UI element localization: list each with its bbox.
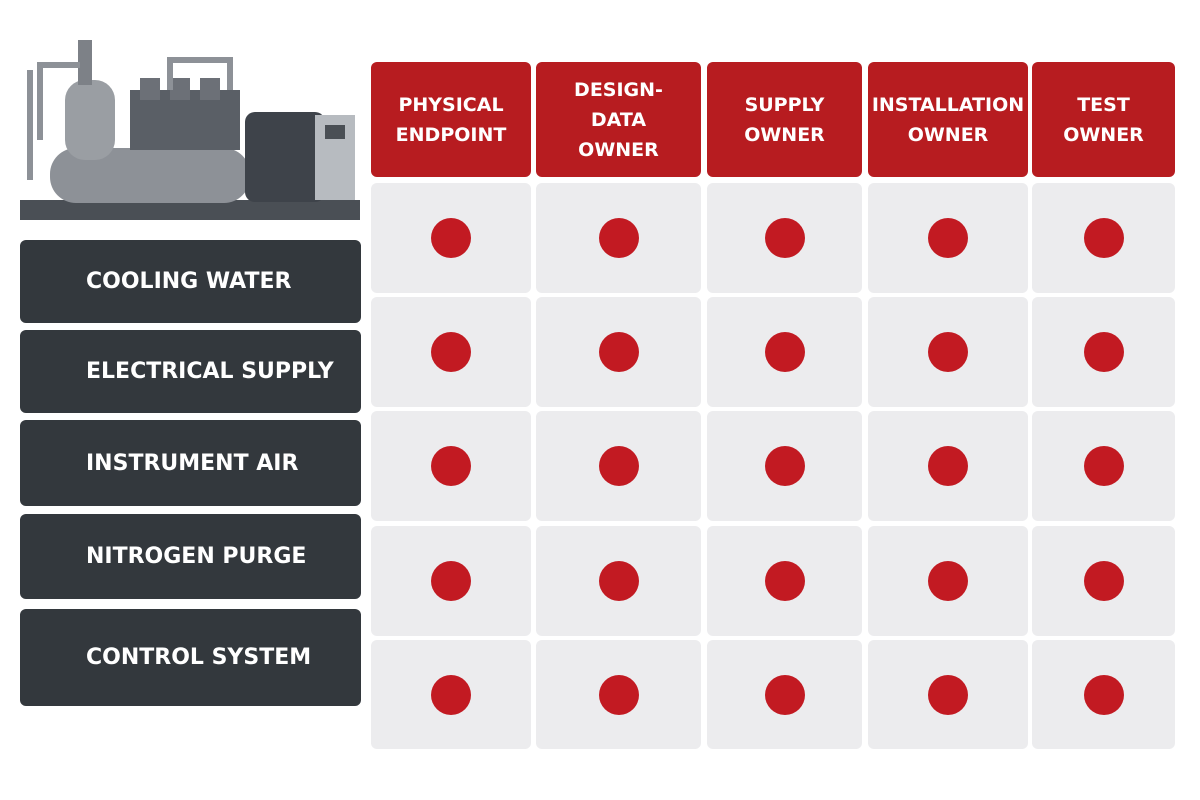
- assignment-dot: [431, 561, 471, 601]
- column-header-text: DESIGN-DATA OWNER: [574, 78, 663, 161]
- assignment-dot: [598, 561, 639, 601]
- matrix-cell: [371, 526, 531, 636]
- row-label: CONTROL SYSTEM: [20, 609, 361, 706]
- matrix-cell: [536, 183, 701, 293]
- column-header: SUPPLY OWNER: [707, 62, 862, 177]
- matrix-cell: [371, 640, 531, 749]
- matrix-cell: [707, 526, 862, 636]
- assignment-dot: [764, 218, 805, 258]
- matrix-cell: [536, 640, 701, 749]
- assignment-dot: [1083, 446, 1124, 486]
- column-header: INSTALLATION OWNER: [868, 62, 1028, 177]
- matrix-cell: [536, 526, 701, 636]
- matrix-cell: [707, 411, 862, 521]
- assignment-dot: [431, 218, 471, 258]
- matrix-cell: [868, 297, 1028, 407]
- row-label: ELECTRICAL SUPPLY: [20, 330, 361, 413]
- assignment-dot: [598, 446, 639, 486]
- column-header: DESIGN-DATA OWNER: [536, 62, 701, 177]
- assignment-dot: [598, 674, 639, 715]
- matrix-cell: [536, 411, 701, 521]
- matrix-cell: [371, 411, 531, 521]
- assignment-dot: [598, 218, 639, 258]
- matrix-cell: [371, 297, 531, 407]
- matrix-cell: [707, 640, 862, 749]
- assignment-dot: [764, 446, 805, 486]
- matrix-cell: [868, 640, 1028, 749]
- assignment-dot: [928, 446, 968, 486]
- row-label: NITROGEN PURGE: [20, 514, 361, 599]
- assignment-dot: [1083, 218, 1124, 258]
- column-header-text: TEST OWNER: [1063, 93, 1144, 146]
- assignment-dot: [1083, 561, 1124, 601]
- assignment-dot: [1083, 332, 1124, 372]
- assignment-dot: [928, 561, 968, 601]
- assignment-dot: [764, 561, 805, 601]
- matrix-cell: [707, 297, 862, 407]
- matrix-cell: [536, 297, 701, 407]
- assignment-dot: [764, 674, 805, 715]
- column-header-text: INSTALLATION OWNER: [871, 93, 1025, 146]
- matrix-cell: [1032, 526, 1175, 636]
- row-label: INSTRUMENT AIR: [20, 420, 361, 506]
- assignment-dot: [928, 332, 968, 372]
- matrix-cell: [1032, 183, 1175, 293]
- column-header-text: PHYSICAL ENDPOINT: [395, 93, 507, 146]
- assignment-dot: [598, 332, 639, 372]
- column-header-text: SUPPLY OWNER: [744, 93, 825, 146]
- matrix-cell: [707, 183, 862, 293]
- matrix-cell: [371, 183, 531, 293]
- row-label: COOLING WATER: [20, 240, 361, 323]
- matrix-cell: [1032, 640, 1175, 749]
- matrix-cell: [868, 526, 1028, 636]
- assignment-dot: [1083, 674, 1124, 715]
- matrix-cell: [868, 183, 1028, 293]
- column-header: TEST OWNER: [1032, 62, 1175, 177]
- column-header: PHYSICAL ENDPOINT: [371, 62, 531, 177]
- matrix-cell: [868, 411, 1028, 521]
- assignment-dot: [764, 332, 805, 372]
- assignment-dot: [431, 332, 471, 372]
- assignment-dot: [431, 674, 471, 715]
- matrix-cell: [1032, 297, 1175, 407]
- compressor-illustration: [20, 40, 360, 220]
- matrix-cell: [1032, 411, 1175, 521]
- assignment-dot: [928, 218, 968, 258]
- assignment-dot: [431, 446, 471, 486]
- assignment-dot: [928, 674, 968, 715]
